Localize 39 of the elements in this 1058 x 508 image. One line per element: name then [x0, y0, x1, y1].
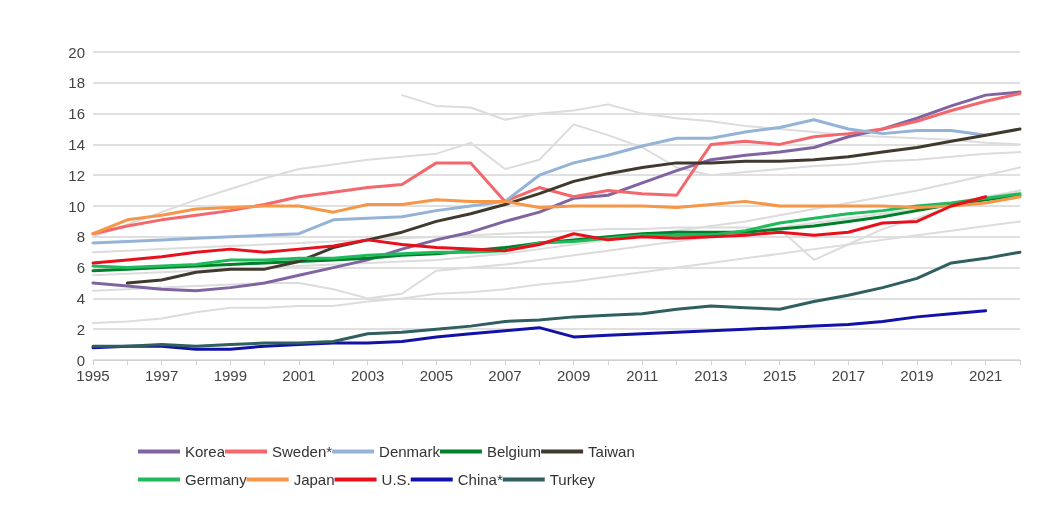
x-tick-label: 2009	[556, 367, 591, 384]
y-tick-label: 2	[76, 320, 85, 338]
legend-label: China*	[457, 471, 503, 488]
line-series	[91, 250, 1022, 348]
x-tick-label: 2015	[762, 367, 797, 384]
line-series	[125, 127, 1022, 285]
legend-label: Sweden*	[272, 443, 333, 460]
legend-label: U.S.	[381, 471, 411, 488]
y-tick-label: 18	[68, 74, 85, 92]
x-tick-label: 2001	[282, 367, 316, 384]
legend-label: Germany	[185, 471, 248, 488]
legend-label: Belgium	[486, 443, 542, 460]
legend-label: Korea	[185, 443, 226, 460]
y-tick-label: 0	[76, 351, 85, 369]
x-tick-label: 2019	[900, 367, 934, 384]
legend-label: Japan	[293, 471, 335, 488]
legend-label: Taiwan	[588, 443, 635, 460]
x-tick-label: 2011	[626, 367, 659, 384]
x-tick-label: 2003	[350, 367, 385, 384]
x-tick-label: 2013	[694, 367, 728, 384]
x-tick-label: 2007	[488, 367, 522, 384]
y-tick-label: 12	[68, 166, 85, 184]
y-tick-label: 8	[76, 228, 85, 246]
legend-label: Denmark	[379, 443, 441, 460]
y-tick-label: 14	[68, 135, 85, 153]
x-tick-label: 1995	[76, 367, 110, 384]
legend-label: Turkey	[549, 471, 596, 488]
line-series	[91, 309, 988, 351]
y-tick-label: 20	[68, 43, 85, 61]
y-tick-label: 6	[76, 259, 85, 277]
y-tick-label: 16	[68, 105, 85, 123]
x-tick-label: 1999	[213, 367, 248, 384]
x-tick-label: 2021	[968, 367, 1003, 384]
y-tick-label: 10	[68, 197, 85, 215]
x-tick-label: 2017	[831, 367, 866, 384]
x-tick-label: 1997	[144, 367, 179, 384]
line-series	[91, 195, 1022, 236]
x-tick-label: 2005	[419, 367, 454, 384]
y-tick-label: 4	[76, 289, 85, 307]
